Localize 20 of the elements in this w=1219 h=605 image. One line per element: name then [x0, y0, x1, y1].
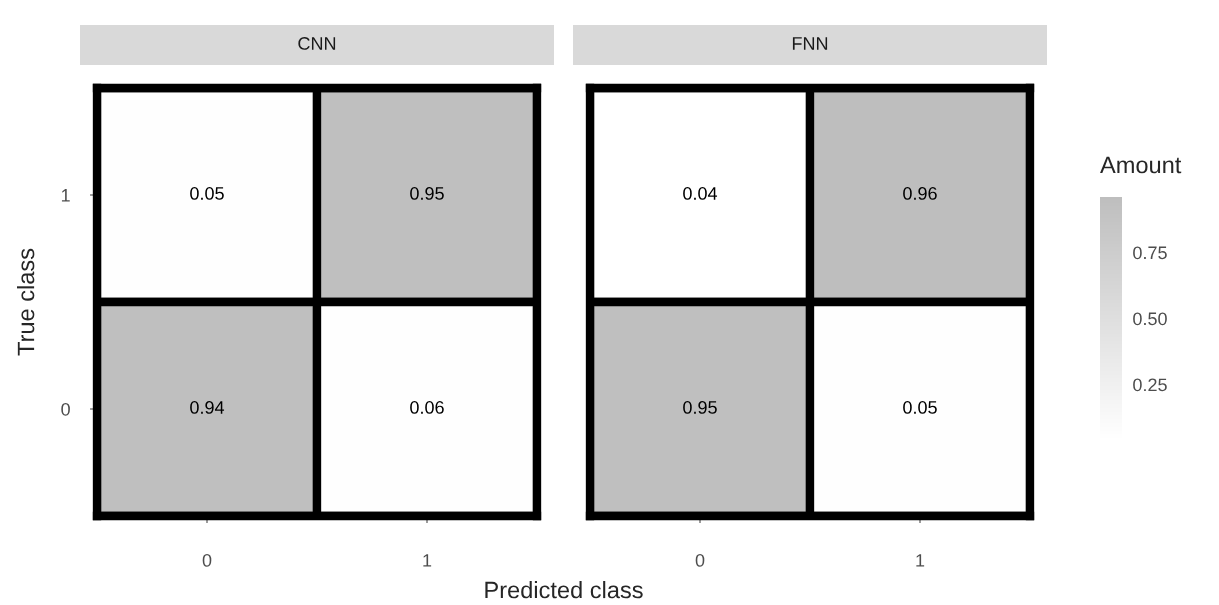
data-label: 0.95 — [410, 187, 444, 200]
color-bar-label: 0.25 — [1133, 378, 1167, 392]
x-axis-title: Predicted class — [485, 580, 643, 599]
data-label: 0.05 — [190, 187, 224, 200]
data-label: 0.05 — [903, 401, 937, 414]
color-bar-title: Amount — [1100, 156, 1182, 174]
color-bar-label: 0.50 — [1133, 312, 1167, 326]
data-label: 0.96 — [903, 187, 937, 200]
y-axis-title: True class — [17, 248, 35, 356]
x-tick-label: 0 — [695, 553, 705, 567]
data-label: 0.95 — [683, 401, 717, 414]
data-label: 0.04 — [683, 187, 718, 200]
x-tick-label: 1 — [916, 554, 925, 567]
data-label: 0.94 — [190, 401, 225, 414]
x-tick-label: 1 — [423, 554, 432, 567]
color-bar-label: 0.75 — [1133, 246, 1167, 260]
chart-title: FNN — [792, 37, 828, 50]
chart-title: CNN — [298, 37, 336, 50]
data-label: 0.06 — [410, 401, 444, 414]
x-tick-label: 0 — [202, 553, 212, 567]
